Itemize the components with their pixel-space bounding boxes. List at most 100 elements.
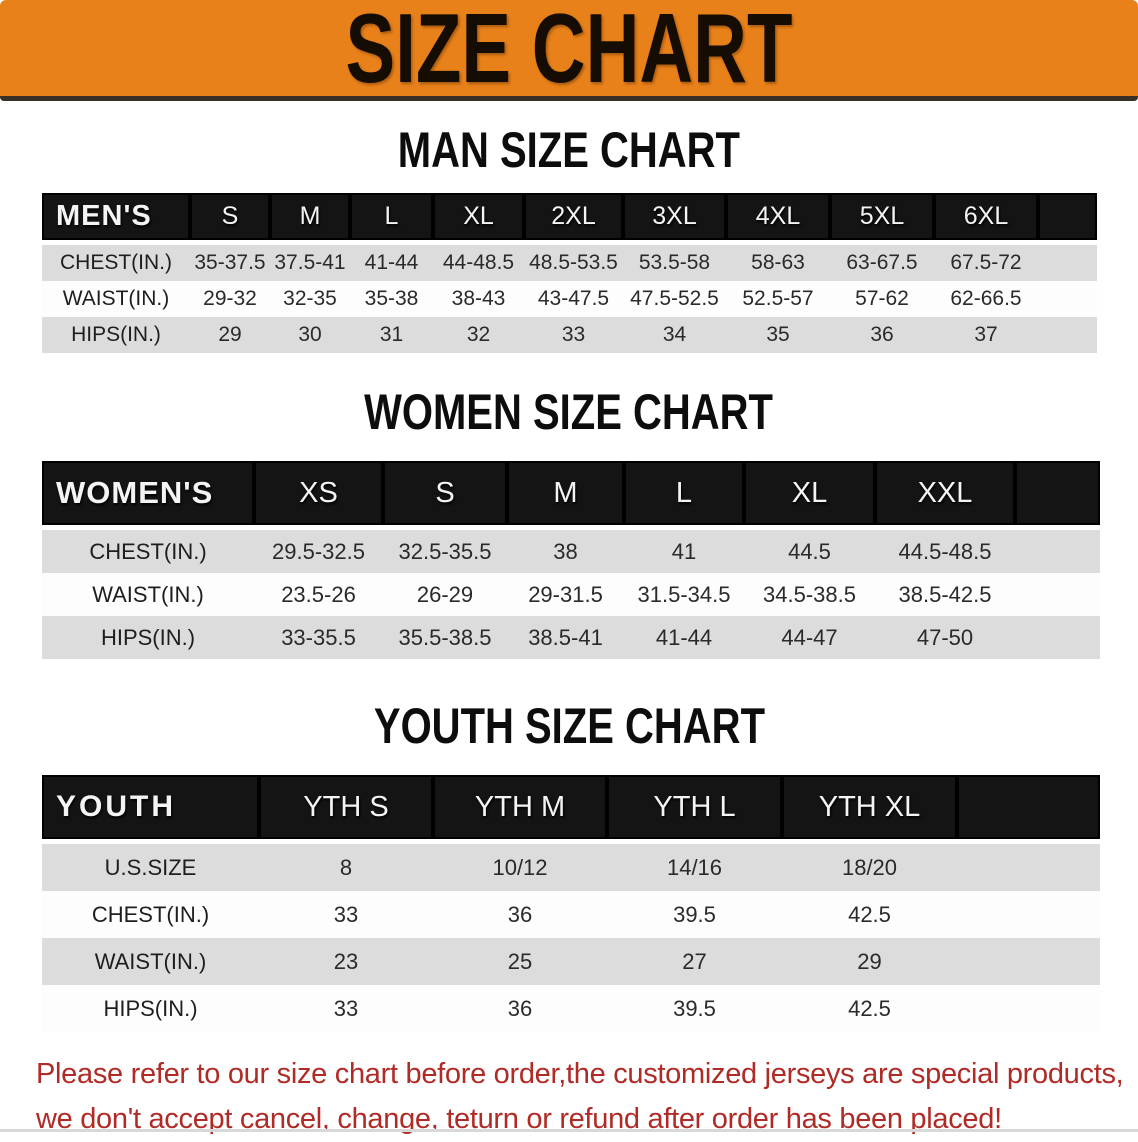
size-value: 33: [259, 891, 433, 938]
spacer-cell: [1038, 281, 1097, 317]
women-size-column-header: M: [507, 461, 624, 530]
men-table-label: MEN'S: [42, 193, 190, 245]
women-size-column-header: L: [624, 461, 744, 530]
spacer-cell: [1038, 317, 1097, 353]
size-value: 34: [623, 317, 726, 353]
row-label: WAIST(IN.): [42, 938, 259, 985]
women-table-row: HIPS(IN.) 33-35.5 35.5-38.5 38.5-41 41-44 44-…: [42, 616, 1100, 659]
size-value: 44.5: [744, 530, 875, 573]
size-value: 32: [433, 317, 524, 353]
men-size-column-header: M: [270, 193, 350, 245]
size-value: 29-32: [190, 281, 270, 317]
row-label: CHEST(IN.): [42, 891, 259, 938]
spacer-cell: [1038, 193, 1097, 245]
youth-size-column-header: YTH L: [607, 775, 782, 844]
size-value: 29.5-32.5: [254, 530, 383, 573]
size-value: 47-50: [875, 616, 1015, 659]
size-value: 57-62: [830, 281, 934, 317]
women-section-title-text: WOMEN SIZE CHART: [364, 384, 774, 440]
size-value: 38: [507, 530, 624, 573]
youth-table-header-row: YOUTH YTH S YTH M YTH L YTH XL: [42, 775, 1100, 844]
men-size-column-header: 2XL: [524, 193, 623, 245]
men-size-column-header: S: [190, 193, 270, 245]
men-size-table: MEN'S S M L XL 2XL 3XL 4XL 5XL 6XL CHEST(IN.) 35-3…: [42, 193, 1097, 353]
men-size-column-header: L: [350, 193, 433, 245]
men-size-column-header: 4XL: [726, 193, 830, 245]
size-value: 44-48.5: [433, 245, 524, 281]
size-value: 36: [433, 891, 607, 938]
women-section-title: WOMEN SIZE CHART: [0, 387, 1138, 437]
men-table-row: CHEST(IN.) 35-37.5 37.5-41 41-44 44-48.5 48.5…: [42, 245, 1097, 281]
size-value: 26-29: [383, 573, 507, 616]
size-value: 31.5-34.5: [624, 573, 744, 616]
size-value: 53.5-58: [623, 245, 726, 281]
size-value: 37.5-41: [270, 245, 350, 281]
youth-table-row: U.S.SIZE 8 10/12 14/16 18/20: [42, 844, 1100, 891]
size-value: 29: [190, 317, 270, 353]
size-value: 27: [607, 938, 782, 985]
size-value: 29-31.5: [507, 573, 624, 616]
size-value: 14/16: [607, 844, 782, 891]
row-label: CHEST(IN.): [42, 530, 254, 573]
size-value: 35: [726, 317, 830, 353]
men-size-column-header: 5XL: [830, 193, 934, 245]
women-table-header-row: WOMEN'S XS S M L XL XXL: [42, 461, 1100, 530]
youth-size-table: YOUTH YTH S YTH M YTH L YTH XL U.S.SIZE 8 10/1…: [42, 775, 1100, 1032]
size-chart-banner: SIZE CHART: [0, 0, 1138, 101]
size-value: 38.5-41: [507, 616, 624, 659]
size-value: 67.5-72: [934, 245, 1038, 281]
size-value: 18/20: [782, 844, 957, 891]
youth-size-chart-section: YOUTH SIZE CHART YOUTH YTH S YTH M YTH L YTH…: [0, 701, 1138, 1032]
women-table-row: WAIST(IN.) 23.5-26 26-29 29-31.5 31.5-34.5 34…: [42, 573, 1100, 616]
size-value: 42.5: [782, 985, 957, 1032]
row-label: HIPS(IN.): [42, 616, 254, 659]
youth-size-column-header: YTH XL: [782, 775, 957, 844]
size-value: 48.5-53.5: [524, 245, 623, 281]
row-label: HIPS(IN.): [42, 317, 190, 353]
size-value: 44.5-48.5: [875, 530, 1015, 573]
women-size-column-header: XL: [744, 461, 875, 530]
size-value: 43-47.5: [524, 281, 623, 317]
order-notice-line-1: Please refer to our size chart before or…: [36, 1058, 1124, 1090]
youth-section-title-text: YOUTH SIZE CHART: [373, 698, 765, 754]
size-charts-main: MAN SIZE CHART MEN'S S M L XL 2XL 3XL 4XL 5XL 6XL…: [0, 125, 1138, 1032]
men-table-body: CHEST(IN.) 35-37.5 37.5-41 41-44 44-48.5 48.5…: [42, 245, 1097, 353]
women-size-column-header: XS: [254, 461, 383, 530]
size-value: 44-47: [744, 616, 875, 659]
size-value: 23.5-26: [254, 573, 383, 616]
row-label: WAIST(IN.): [42, 573, 254, 616]
size-value: 29: [782, 938, 957, 985]
spacer-cell: [1015, 530, 1100, 573]
women-size-chart-section: WOMEN SIZE CHART WOMEN'S XS S M L XL XXL CHEST…: [0, 387, 1138, 659]
size-value: 39.5: [607, 985, 782, 1032]
spacer-cell: [957, 844, 1100, 891]
size-value: 62-66.5: [934, 281, 1038, 317]
size-value: 47.5-52.5: [623, 281, 726, 317]
men-table-row: WAIST(IN.) 29-32 32-35 35-38 38-43 43-47.5 47.…: [42, 281, 1097, 317]
spacer-cell: [1038, 245, 1097, 281]
size-value: 52.5-57: [726, 281, 830, 317]
spacer-cell: [957, 985, 1100, 1032]
spacer-cell: [1015, 616, 1100, 659]
women-size-table: WOMEN'S XS S M L XL XXL CHEST(IN.) 29.5-32.5 32.…: [42, 461, 1100, 659]
men-size-column-header: 6XL: [934, 193, 1038, 245]
row-label: U.S.SIZE: [42, 844, 259, 891]
size-value: 41: [624, 530, 744, 573]
size-value: 30: [270, 317, 350, 353]
men-section-title: MAN SIZE CHART: [0, 125, 1138, 175]
size-value: 10/12: [433, 844, 607, 891]
spacer-cell: [957, 938, 1100, 985]
size-value: 63-67.5: [830, 245, 934, 281]
size-value: 42.5: [782, 891, 957, 938]
women-size-column-header: XXL: [875, 461, 1015, 530]
size-value: 58-63: [726, 245, 830, 281]
size-value: 41-44: [624, 616, 744, 659]
row-label: CHEST(IN.): [42, 245, 190, 281]
youth-size-column-header: YTH S: [259, 775, 433, 844]
size-value: 41-44: [350, 245, 433, 281]
size-value: 38.5-42.5: [875, 573, 1015, 616]
size-value: 39.5: [607, 891, 782, 938]
size-value: 33: [259, 985, 433, 1032]
size-value: 8: [259, 844, 433, 891]
